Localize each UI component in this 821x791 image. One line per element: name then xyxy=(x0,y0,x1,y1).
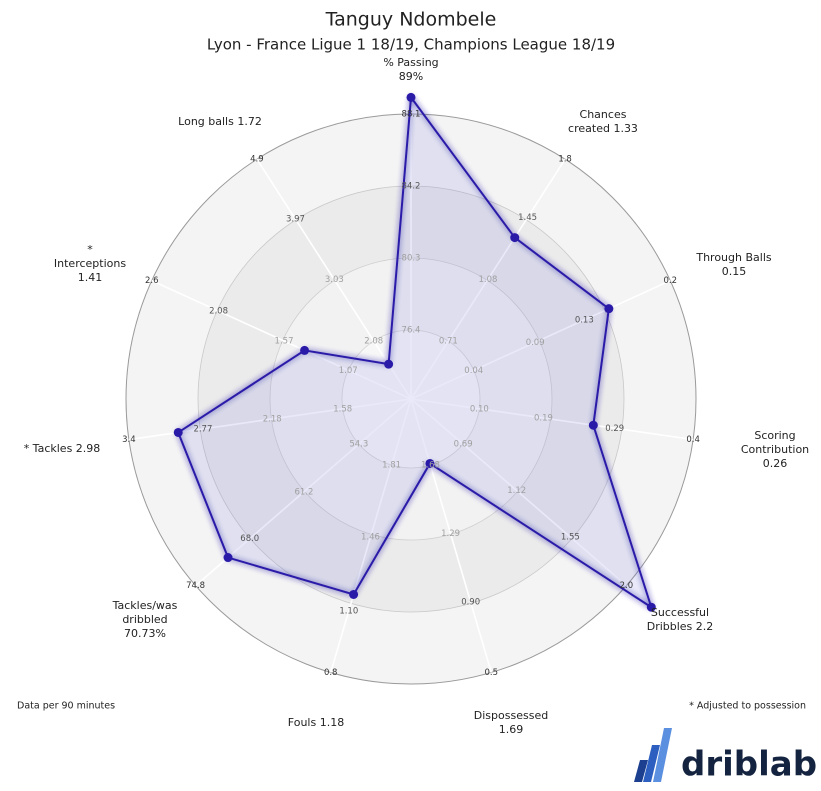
logo: driblab xyxy=(634,728,817,785)
tick-label: 0.10 xyxy=(470,404,489,414)
axis-label: 0.15 xyxy=(722,265,747,278)
tick-label: 0.90 xyxy=(461,598,480,608)
value-marker xyxy=(425,458,435,468)
tick-label: 2.0 xyxy=(620,581,634,591)
value-marker xyxy=(300,345,310,355)
logo-stripe xyxy=(653,728,672,782)
tick-label: 1.10 xyxy=(339,606,358,616)
value-marker xyxy=(223,553,233,563)
tick-label: 74.8 xyxy=(186,581,205,591)
value-marker xyxy=(349,589,359,599)
tick-label: 0.29 xyxy=(605,424,624,434)
axis-label: Fouls 1.18 xyxy=(288,716,344,729)
chart-subtitle: Lyon - France Ligue 1 18/19, Champions L… xyxy=(207,36,615,54)
tick-label: 0.69 xyxy=(454,440,473,450)
tick-label: 3.4 xyxy=(122,435,136,445)
logo-stripe xyxy=(643,745,660,782)
tick-label: 1.12 xyxy=(507,486,526,496)
axis-label: Successful xyxy=(651,606,709,619)
axis-label: 1.41 xyxy=(78,271,103,284)
value-marker xyxy=(384,359,394,369)
tick-label: 2.08 xyxy=(209,307,228,317)
tick-label: 2.77 xyxy=(193,424,212,434)
axis-label: 0.26 xyxy=(763,457,788,470)
value-marker xyxy=(604,304,614,314)
tick-label: 1.07 xyxy=(339,366,358,376)
tick-label: 1.58 xyxy=(333,404,352,414)
tick-label: 0.8 xyxy=(324,668,338,678)
value-marker xyxy=(173,427,183,437)
note-right: * Adjusted to possession xyxy=(689,701,806,712)
tick-label: 84.2 xyxy=(402,182,421,192)
axis-label: 70.73% xyxy=(124,627,166,640)
axis-label: Dispossessed xyxy=(474,709,548,722)
tick-label: 61.2 xyxy=(294,487,313,497)
axis-label: Tackles/was xyxy=(112,599,178,612)
tick-label: 0.09 xyxy=(526,338,545,348)
tick-label: 80.3 xyxy=(402,254,421,264)
value-marker xyxy=(510,233,520,243)
tick-label: 0.5 xyxy=(485,668,499,678)
tick-label: 88.1 xyxy=(402,110,421,120)
tick-label: 4.9 xyxy=(250,155,264,165)
tick-label: 1.57 xyxy=(275,337,294,347)
tick-label: 0.71 xyxy=(439,336,458,346)
tick-label: 1.46 xyxy=(361,533,380,543)
tick-label: 3.97 xyxy=(286,215,305,225)
note-left: Data per 90 minutes xyxy=(17,701,115,712)
logo-text: driblab xyxy=(681,745,817,785)
tick-label: 1.29 xyxy=(441,529,460,539)
axis-label: * xyxy=(87,243,93,256)
tick-label: 1.8 xyxy=(558,155,572,165)
tick-label: 0.19 xyxy=(534,414,553,424)
axis-label: 1.69 xyxy=(499,723,524,736)
tick-label: 0.4 xyxy=(686,435,700,445)
tick-label: 1.08 xyxy=(478,275,497,285)
axis-line xyxy=(256,158,412,400)
axis-label: Scoring xyxy=(754,429,795,442)
tick-label: 0.2 xyxy=(663,276,677,286)
tick-label: 76.4 xyxy=(402,326,421,336)
tick-label: 1.68 xyxy=(421,461,440,471)
axis-label: created 1.33 xyxy=(568,122,638,135)
axis-label: Interceptions xyxy=(54,257,126,270)
tick-label: 2.18 xyxy=(263,414,282,424)
axis-label: * Tackles 2.98 xyxy=(24,442,101,455)
axis-label: Through Balls xyxy=(695,251,772,264)
value-marker xyxy=(406,92,416,102)
tick-label: 68.0 xyxy=(240,534,259,544)
axis-label: Contribution xyxy=(741,443,809,456)
tick-label: 0.13 xyxy=(575,315,594,325)
chart-title: Tanguy Ndombele xyxy=(325,9,497,31)
value-marker xyxy=(646,602,656,612)
tick-label: 1.45 xyxy=(518,213,537,223)
axis-label: Dribbles 2.2 xyxy=(647,620,714,633)
axis-label: Chances xyxy=(580,108,627,121)
axis-label: Long balls 1.72 xyxy=(178,115,262,128)
tick-label: 0.04 xyxy=(464,366,483,376)
tick-label: 3.03 xyxy=(325,275,344,285)
tick-label: 1.55 xyxy=(561,533,580,543)
tick-label: 2.6 xyxy=(145,276,159,286)
axis-label: % Passing xyxy=(383,56,438,69)
tick-label: 1.81 xyxy=(382,461,401,471)
axis-label: dribbled xyxy=(122,613,167,626)
value-marker xyxy=(588,420,598,430)
logo-stripe xyxy=(634,760,648,782)
axis-label: 89% xyxy=(399,70,423,83)
value-polygon xyxy=(177,94,654,610)
tick-label: 2.08 xyxy=(364,336,383,346)
tick-label: 54.3 xyxy=(349,440,368,450)
